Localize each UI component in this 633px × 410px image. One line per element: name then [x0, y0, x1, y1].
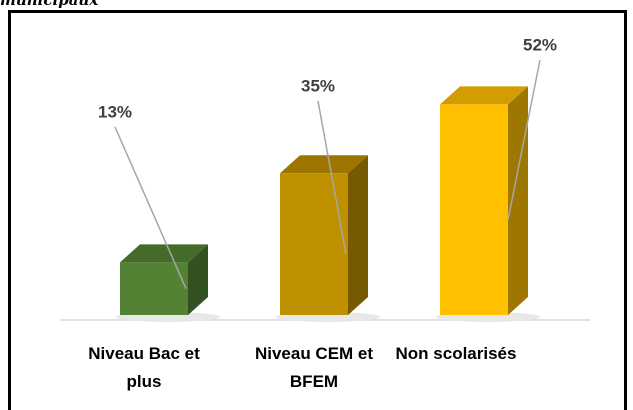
data-label: 35%	[301, 76, 335, 95]
bar-top	[120, 244, 208, 263]
x-tick-label: Non scolarisés	[395, 344, 517, 363]
bar-side	[348, 155, 368, 315]
bar-top	[440, 86, 528, 105]
bar-top	[280, 155, 368, 174]
data-label: 52%	[523, 35, 557, 54]
chart-frame	[8, 10, 627, 410]
bar-side	[508, 86, 528, 316]
bar	[280, 173, 348, 315]
bar-side	[188, 244, 208, 315]
x-tick-label: Niveau Bac et plus	[88, 344, 200, 391]
x-tick-label: Niveau CEM et BFEM	[254, 344, 374, 391]
leader-line	[114, 126, 187, 289]
data-label: 13%	[98, 102, 132, 121]
leader-line	[507, 59, 541, 220]
bar	[120, 262, 188, 315]
bar	[440, 104, 508, 316]
leader-line	[317, 100, 347, 255]
chart-title: municipaux	[0, 0, 99, 9]
